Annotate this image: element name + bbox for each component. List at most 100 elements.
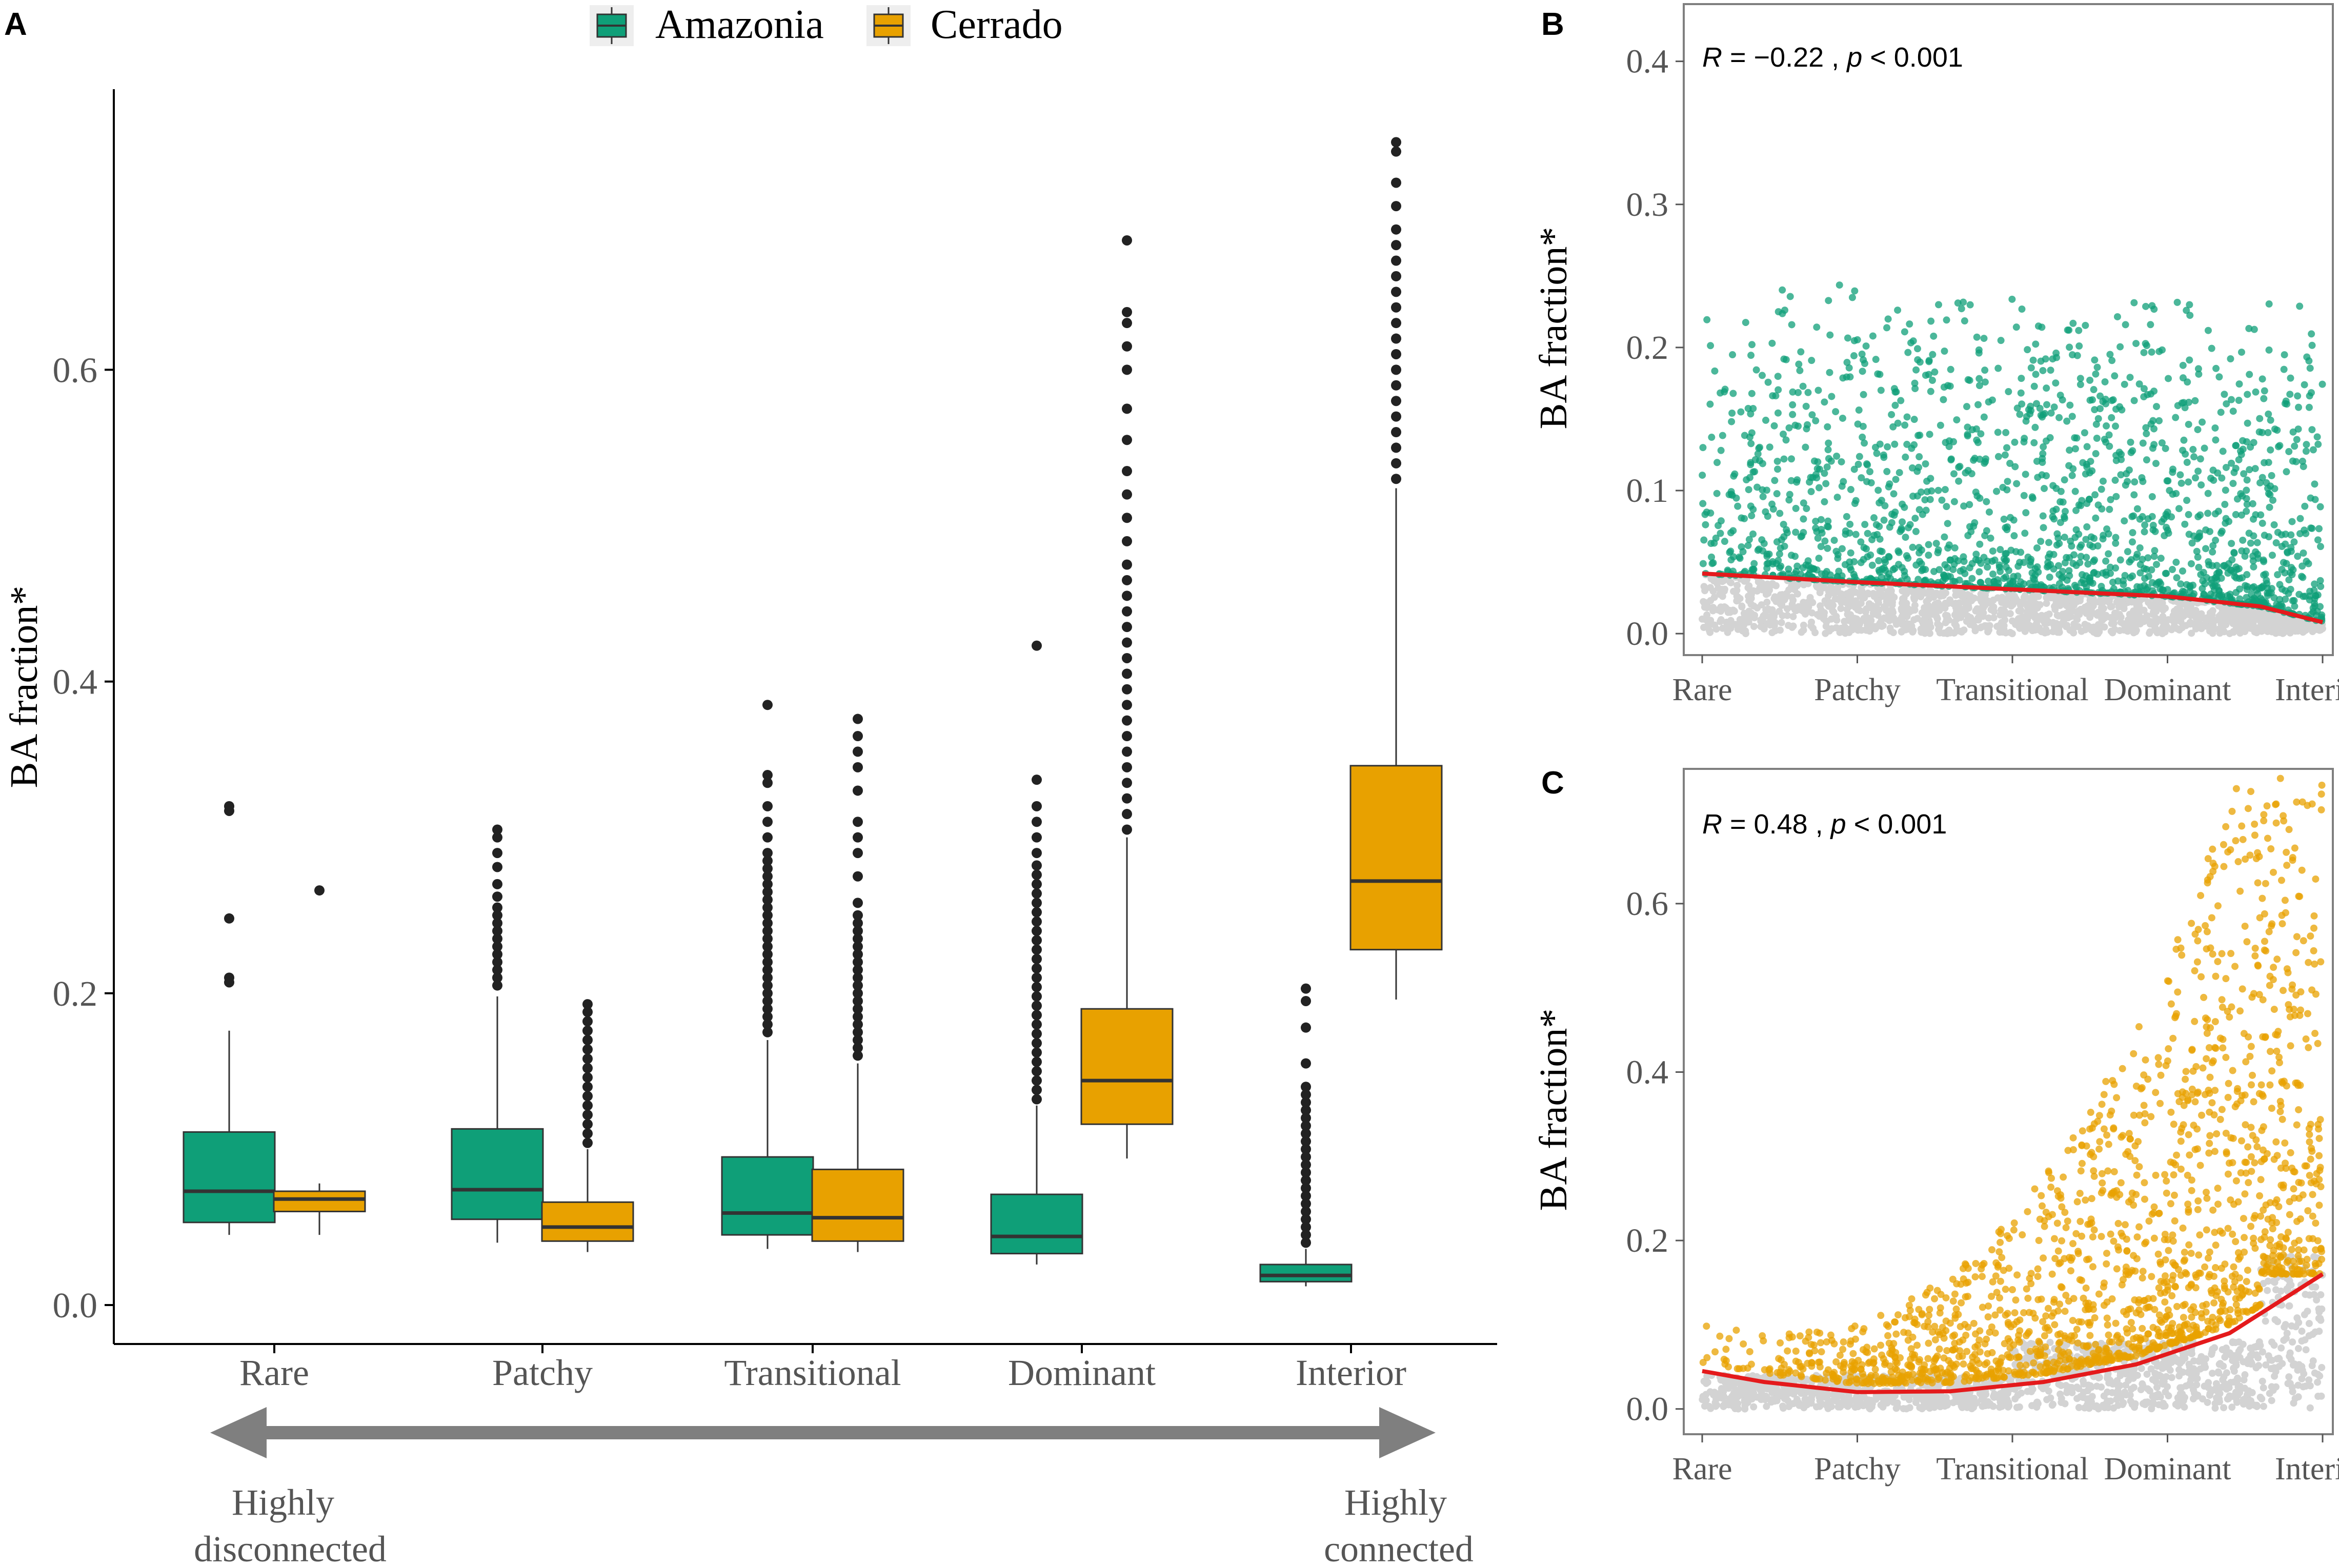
scatter-point bbox=[1759, 493, 1767, 500]
scatter-point bbox=[2282, 595, 2289, 603]
scatter-point bbox=[2282, 623, 2289, 631]
scatter-point bbox=[2018, 306, 2026, 313]
scatter-point bbox=[2316, 503, 2324, 511]
scatter-point bbox=[1801, 1401, 1808, 1409]
scatter-point bbox=[2250, 563, 2257, 571]
scatter-point bbox=[2286, 1380, 2294, 1388]
scatter-point bbox=[1743, 476, 1750, 484]
scatter-point bbox=[1906, 320, 1913, 328]
scatter-point bbox=[2295, 403, 2303, 411]
outlier-point bbox=[1032, 898, 1042, 908]
scatter-point bbox=[1901, 598, 1909, 606]
scatter-point bbox=[1871, 625, 1879, 633]
box-iqr bbox=[1259, 1264, 1353, 1282]
outlier-point bbox=[1032, 1075, 1042, 1086]
scatter-point bbox=[2022, 624, 2029, 632]
scatter-point bbox=[1911, 385, 1919, 393]
outlier-point bbox=[762, 956, 773, 967]
scatter-point bbox=[2125, 1377, 2132, 1384]
scatter-point bbox=[2205, 558, 2212, 565]
scatter-point bbox=[2155, 348, 2163, 355]
scatter-point bbox=[1748, 566, 1756, 574]
scatter-point bbox=[1941, 486, 1949, 494]
scatter-point bbox=[1741, 515, 1748, 522]
scatter-point bbox=[1874, 486, 1882, 494]
scatter-point bbox=[2015, 607, 2023, 615]
scatter-point bbox=[1745, 486, 1752, 494]
scatter-point bbox=[1766, 443, 1773, 451]
scatter-point bbox=[1822, 1393, 1829, 1401]
scatter-point bbox=[2128, 513, 2136, 520]
scatter-point bbox=[2262, 571, 2269, 578]
outlier-point bbox=[1391, 458, 1401, 469]
scatter-point bbox=[2219, 605, 2226, 613]
scatter-point bbox=[2306, 1291, 2313, 1299]
scatter-point bbox=[2187, 612, 2195, 619]
outlier-point bbox=[582, 1044, 593, 1055]
scatter-point bbox=[2269, 1277, 2277, 1285]
scatter-point bbox=[2022, 417, 2030, 425]
scatter-point bbox=[1857, 538, 1865, 546]
scatter-point bbox=[1922, 460, 1929, 468]
outlier-point bbox=[762, 871, 773, 882]
scatter-point bbox=[2075, 327, 2083, 334]
scatter-point bbox=[2086, 469, 2093, 477]
scatter-point bbox=[2067, 594, 2074, 601]
scatter-point bbox=[1926, 496, 1934, 503]
scatter-point bbox=[1897, 616, 1904, 623]
scatter-point bbox=[2296, 515, 2304, 522]
panel-b-p-symbol: p bbox=[1846, 42, 1862, 73]
scatter-point bbox=[1762, 606, 1770, 614]
scatter-point bbox=[2085, 1404, 2093, 1412]
scatter-point bbox=[2304, 1207, 2312, 1214]
scatter-point bbox=[1745, 607, 1753, 615]
scatter-point bbox=[2221, 391, 2228, 398]
scatter-point bbox=[1754, 450, 1762, 458]
scatter-point bbox=[1899, 609, 1907, 617]
scatter-point bbox=[2243, 594, 2250, 601]
scatter-point bbox=[2028, 493, 2036, 501]
scatter-point bbox=[2059, 498, 2067, 506]
outlier-point bbox=[1122, 307, 1132, 317]
scatter-point bbox=[1834, 555, 1842, 562]
scatter-point bbox=[2047, 594, 2054, 602]
panel-a-x-ticks: Rare Patchy Transitional Dominant Interior bbox=[239, 1344, 1406, 1393]
scatter-point bbox=[2055, 562, 2063, 569]
scatter-point bbox=[1842, 1401, 1849, 1409]
scatter-point bbox=[2197, 610, 2205, 618]
scatter-point bbox=[2216, 629, 2224, 637]
scatter-point bbox=[2111, 372, 2119, 380]
outlier-point bbox=[1032, 888, 1042, 899]
scatter-point bbox=[2316, 543, 2324, 551]
scatter-point bbox=[1769, 560, 1777, 568]
panel-b-y-axis-label: BA fraction* bbox=[1532, 227, 1575, 430]
scatter-point bbox=[1912, 366, 1920, 374]
scatter-point bbox=[1782, 594, 1789, 602]
scatter-point bbox=[2043, 472, 2050, 480]
scatter-point bbox=[2264, 1287, 2271, 1294]
scatter-point bbox=[1980, 335, 1988, 342]
outlier-point bbox=[1301, 1136, 1311, 1147]
scatter-point bbox=[1883, 606, 1890, 614]
scatter-point bbox=[2287, 547, 2295, 555]
scatter-point bbox=[2066, 446, 2073, 454]
outlier-point bbox=[582, 1119, 593, 1130]
scatter-point bbox=[1768, 500, 1776, 508]
x-tick-label: Transitional bbox=[1936, 673, 2088, 707]
scatter-point bbox=[1950, 470, 1958, 478]
scatter-point bbox=[2234, 1374, 2242, 1382]
outlier-point bbox=[1032, 1085, 1042, 1095]
panel-b-frame bbox=[1683, 3, 2334, 656]
outlier-point bbox=[1391, 318, 1401, 329]
scatter-point bbox=[2255, 1362, 2263, 1370]
outlier-point bbox=[1391, 146, 1401, 157]
scatter-point bbox=[2060, 617, 2068, 624]
scatter-point bbox=[2194, 365, 2202, 373]
scatter-point bbox=[1895, 548, 1903, 556]
scatter-point bbox=[2204, 490, 2212, 497]
outlier-point bbox=[492, 879, 502, 889]
scatter-point bbox=[2234, 1392, 2242, 1399]
scatter-point bbox=[2136, 569, 2144, 577]
scatter-point bbox=[2268, 472, 2275, 479]
scatter-point bbox=[1728, 410, 1736, 417]
